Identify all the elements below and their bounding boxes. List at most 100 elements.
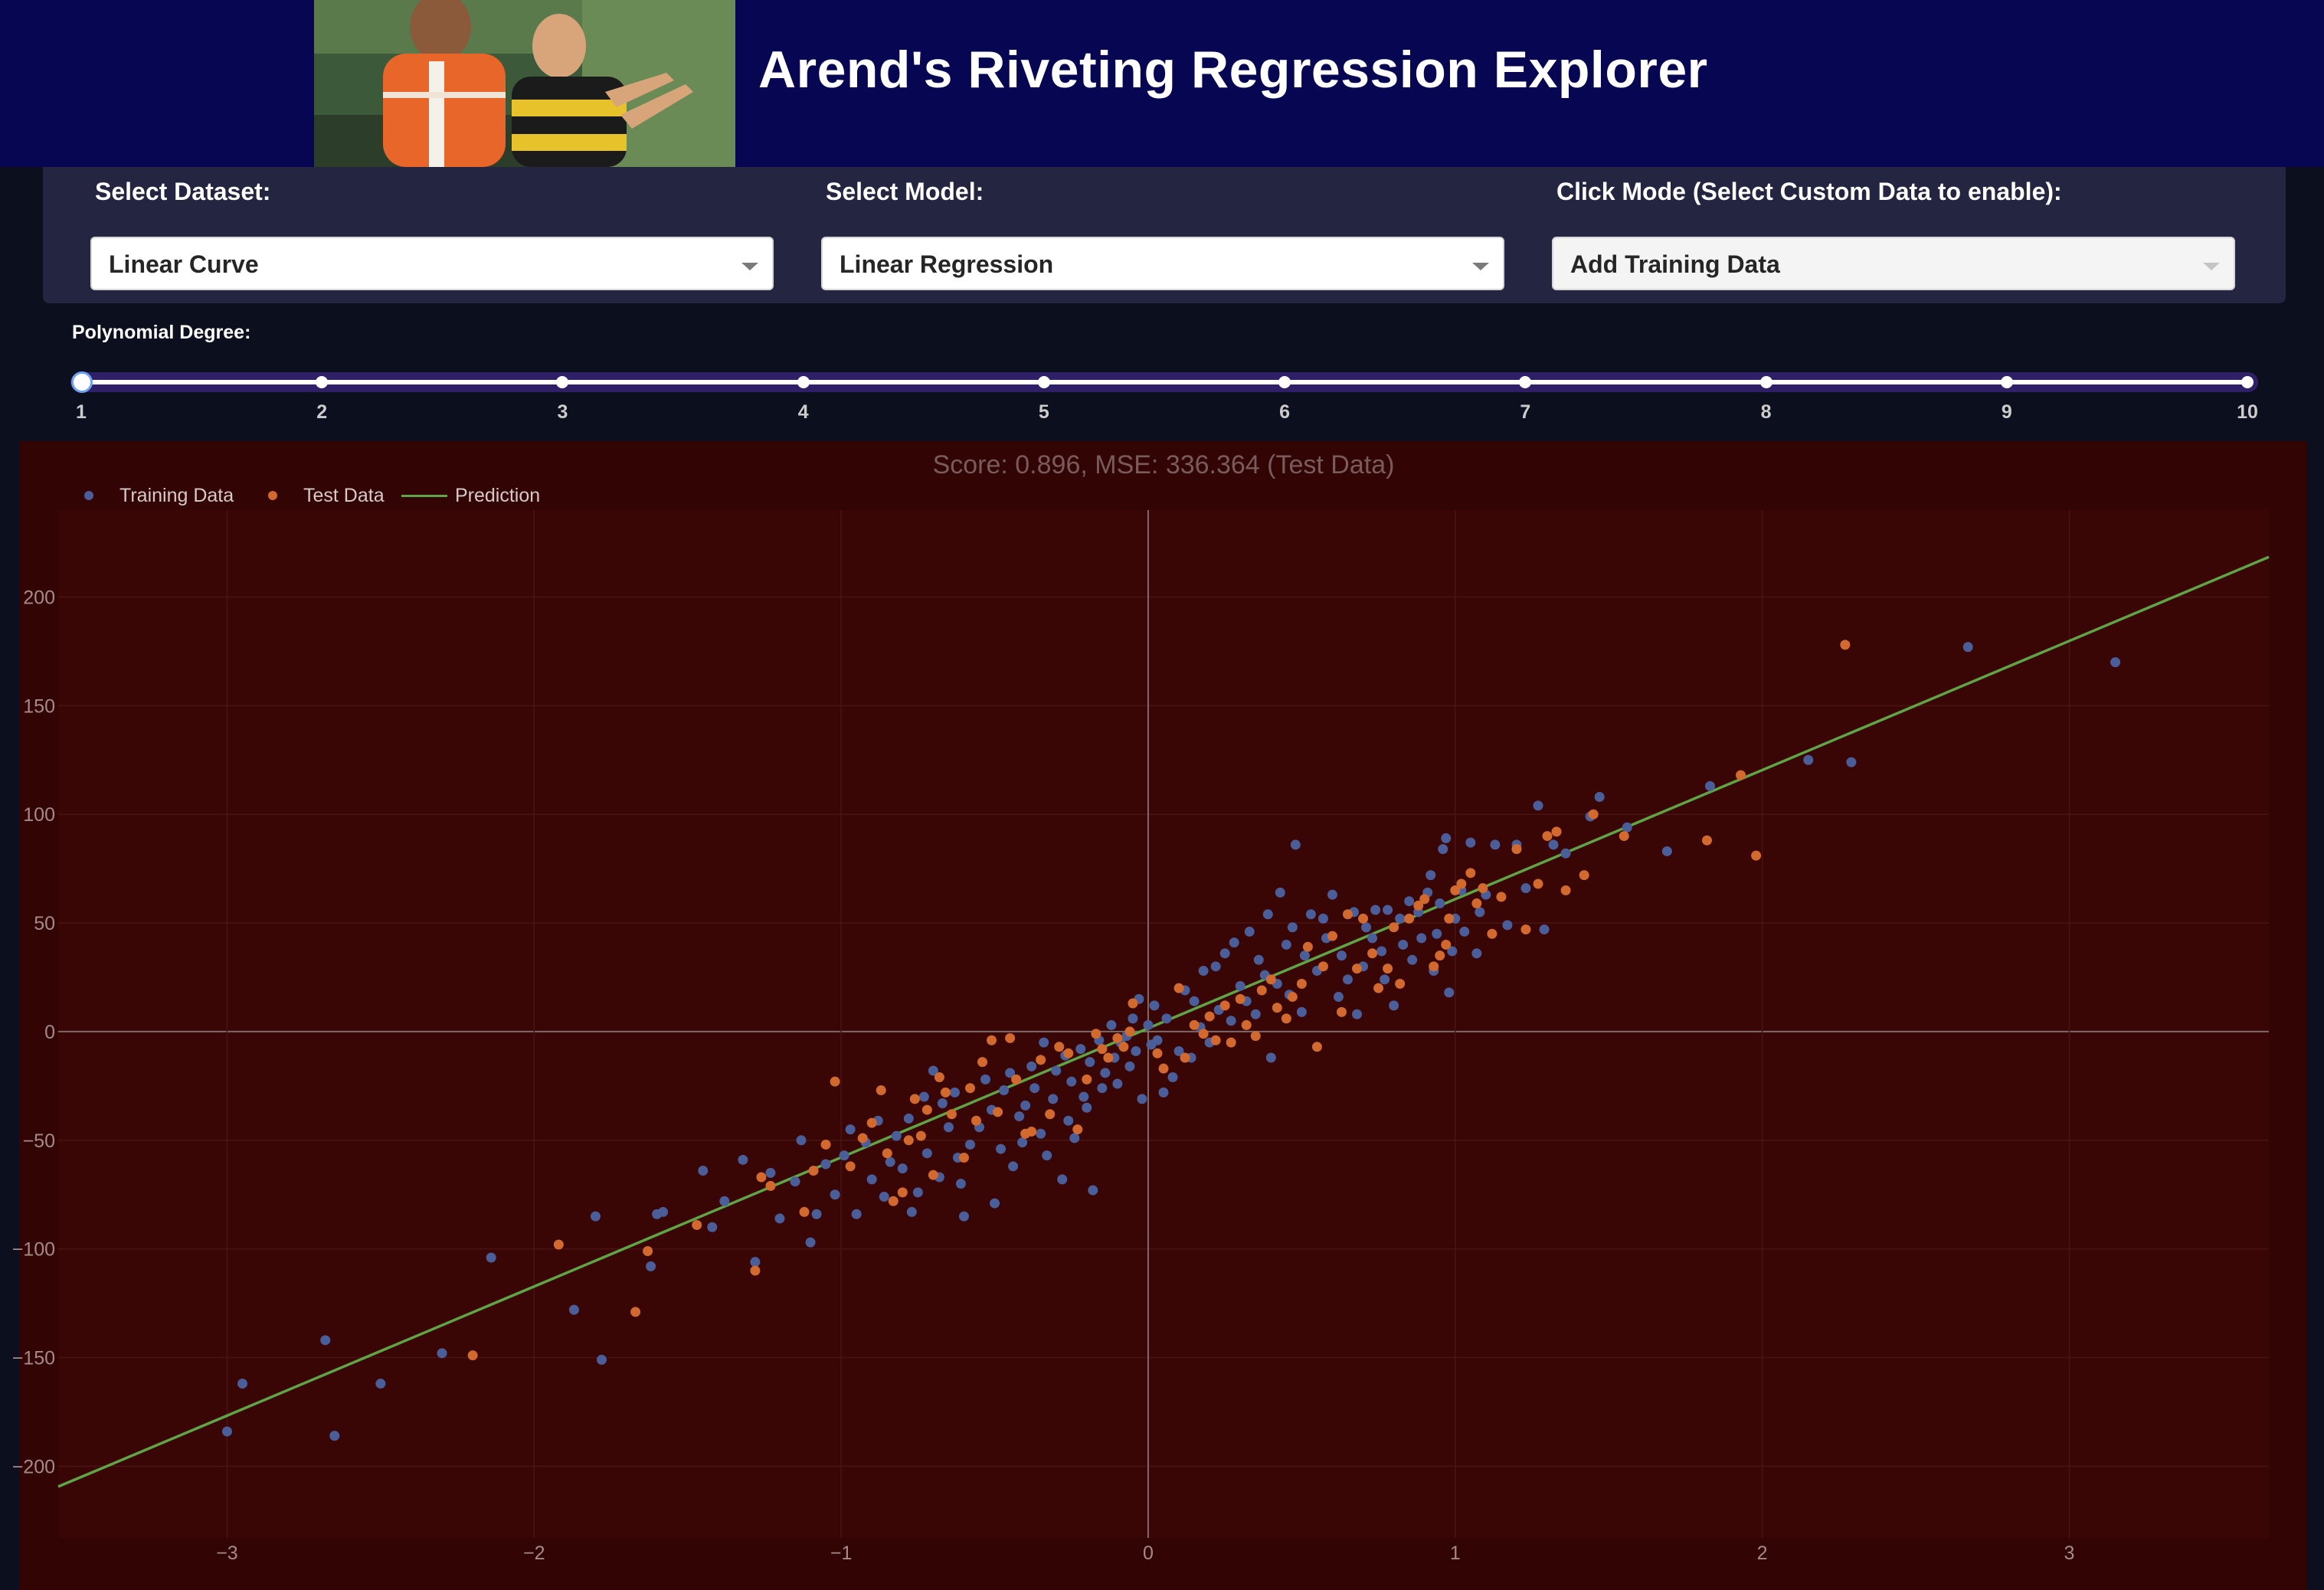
test-point[interactable] xyxy=(1302,941,1313,952)
training-point[interactable] xyxy=(1075,1044,1086,1055)
test-point[interactable] xyxy=(1413,900,1424,911)
training-point[interactable] xyxy=(1026,1061,1037,1071)
training-point[interactable] xyxy=(949,1087,960,1098)
slider-step-dot[interactable] xyxy=(797,376,810,388)
training-point[interactable] xyxy=(1085,1057,1095,1068)
training-point[interactable] xyxy=(1036,1128,1046,1139)
training-point[interactable] xyxy=(1352,1009,1363,1019)
slider-step-dot[interactable] xyxy=(1519,376,1532,388)
training-point[interactable] xyxy=(1376,946,1387,957)
training-point[interactable] xyxy=(1380,974,1390,985)
test-point[interactable] xyxy=(1487,928,1498,939)
test-point[interactable] xyxy=(1533,878,1543,889)
training-point[interactable] xyxy=(486,1252,496,1263)
test-point[interactable] xyxy=(1128,998,1138,1009)
training-point[interactable] xyxy=(811,1209,822,1219)
training-point[interactable] xyxy=(1066,1076,1077,1087)
test-point[interactable] xyxy=(1395,979,1406,990)
training-point[interactable] xyxy=(921,1148,932,1159)
test-point[interactable] xyxy=(845,1161,856,1172)
training-point[interactable] xyxy=(796,1135,807,1146)
training-point[interactable] xyxy=(1262,909,1273,920)
test-point[interactable] xyxy=(1352,963,1363,974)
training-point[interactable] xyxy=(1014,1111,1025,1122)
training-point[interactable] xyxy=(1017,1137,1028,1148)
test-point[interactable] xyxy=(866,1117,877,1128)
test-point[interactable] xyxy=(1287,992,1298,1003)
test-point[interactable] xyxy=(1465,868,1476,878)
training-point[interactable] xyxy=(329,1431,340,1441)
training-point[interactable] xyxy=(1370,905,1381,915)
training-point[interactable] xyxy=(1088,1185,1098,1196)
training-point[interactable] xyxy=(719,1196,730,1206)
legend-item-test[interactable]: Test Data xyxy=(260,483,414,509)
test-point[interactable] xyxy=(1471,898,1482,909)
test-point[interactable] xyxy=(1204,1011,1215,1022)
training-point[interactable] xyxy=(805,1237,816,1248)
training-point[interactable] xyxy=(1069,1133,1080,1143)
training-point[interactable] xyxy=(897,1163,908,1174)
click-mode-dropdown[interactable]: Add Training Data xyxy=(1552,237,2235,290)
training-point[interactable] xyxy=(2110,657,2121,668)
test-point[interactable] xyxy=(1112,1032,1123,1043)
test-point[interactable] xyxy=(940,1087,951,1098)
training-point[interactable] xyxy=(1235,980,1245,991)
training-point[interactable] xyxy=(1594,792,1605,803)
test-point[interactable] xyxy=(1435,950,1445,961)
training-point[interactable] xyxy=(1020,1100,1031,1111)
test-point[interactable] xyxy=(467,1350,478,1361)
test-point[interactable] xyxy=(1358,913,1369,924)
test-point[interactable] xyxy=(1373,983,1384,993)
training-point[interactable] xyxy=(1124,1061,1135,1071)
test-point[interactable] xyxy=(1419,894,1430,905)
training-point[interactable] xyxy=(1131,1045,1141,1056)
training-point[interactable] xyxy=(1327,889,1337,900)
test-point[interactable] xyxy=(1343,909,1353,920)
training-point[interactable] xyxy=(1407,954,1418,965)
training-point[interactable] xyxy=(1299,950,1310,961)
training-point[interactable] xyxy=(1161,1013,1172,1024)
training-point[interactable] xyxy=(1189,996,1200,1006)
legend-item-training[interactable]: Training Data xyxy=(77,483,245,509)
test-point[interactable] xyxy=(830,1076,840,1087)
training-point[interactable] xyxy=(1158,1087,1169,1098)
test-point[interactable] xyxy=(1840,640,1851,650)
test-point[interactable] xyxy=(1367,948,1378,959)
training-point[interactable] xyxy=(698,1166,709,1176)
training-point[interactable] xyxy=(1962,642,1973,653)
training-point[interactable] xyxy=(928,1065,938,1076)
slider-mark-label[interactable]: 9 xyxy=(2001,401,2012,423)
slider-mark-label[interactable]: 10 xyxy=(2237,401,2258,423)
test-point[interactable] xyxy=(692,1219,702,1230)
slider-mark-label[interactable]: 7 xyxy=(1520,401,1531,423)
training-point[interactable] xyxy=(1432,928,1442,939)
chevron-down-icon[interactable] xyxy=(741,263,758,270)
test-point[interactable] xyxy=(553,1239,564,1250)
test-point[interactable] xyxy=(1588,809,1599,820)
test-point[interactable] xyxy=(1250,1031,1261,1042)
training-point[interactable] xyxy=(1173,1045,1184,1056)
test-point[interactable] xyxy=(1226,1037,1236,1048)
test-point[interactable] xyxy=(1180,1052,1190,1063)
test-point[interactable] xyxy=(1118,1042,1129,1052)
test-point[interactable] xyxy=(857,1133,868,1143)
training-point[interactable] xyxy=(1290,839,1301,850)
test-point[interactable] xyxy=(928,1170,938,1180)
training-point[interactable] xyxy=(1560,848,1571,859)
test-point[interactable] xyxy=(876,1085,886,1096)
training-point[interactable] xyxy=(903,1113,914,1124)
test-point[interactable] xyxy=(1520,924,1531,935)
test-point[interactable] xyxy=(946,1109,957,1120)
training-point[interactable] xyxy=(1846,757,1857,767)
training-point[interactable] xyxy=(1317,913,1328,924)
training-point[interactable] xyxy=(221,1426,232,1437)
dataset-dropdown[interactable]: Linear Curve xyxy=(90,237,774,290)
training-point[interactable] xyxy=(1389,1000,1399,1011)
test-point[interactable] xyxy=(1551,826,1562,837)
test-point[interactable] xyxy=(888,1196,899,1206)
training-point[interactable] xyxy=(912,1187,923,1198)
training-point[interactable] xyxy=(999,1085,1010,1096)
training-point[interactable] xyxy=(1336,950,1347,961)
test-point[interactable] xyxy=(958,1152,969,1163)
